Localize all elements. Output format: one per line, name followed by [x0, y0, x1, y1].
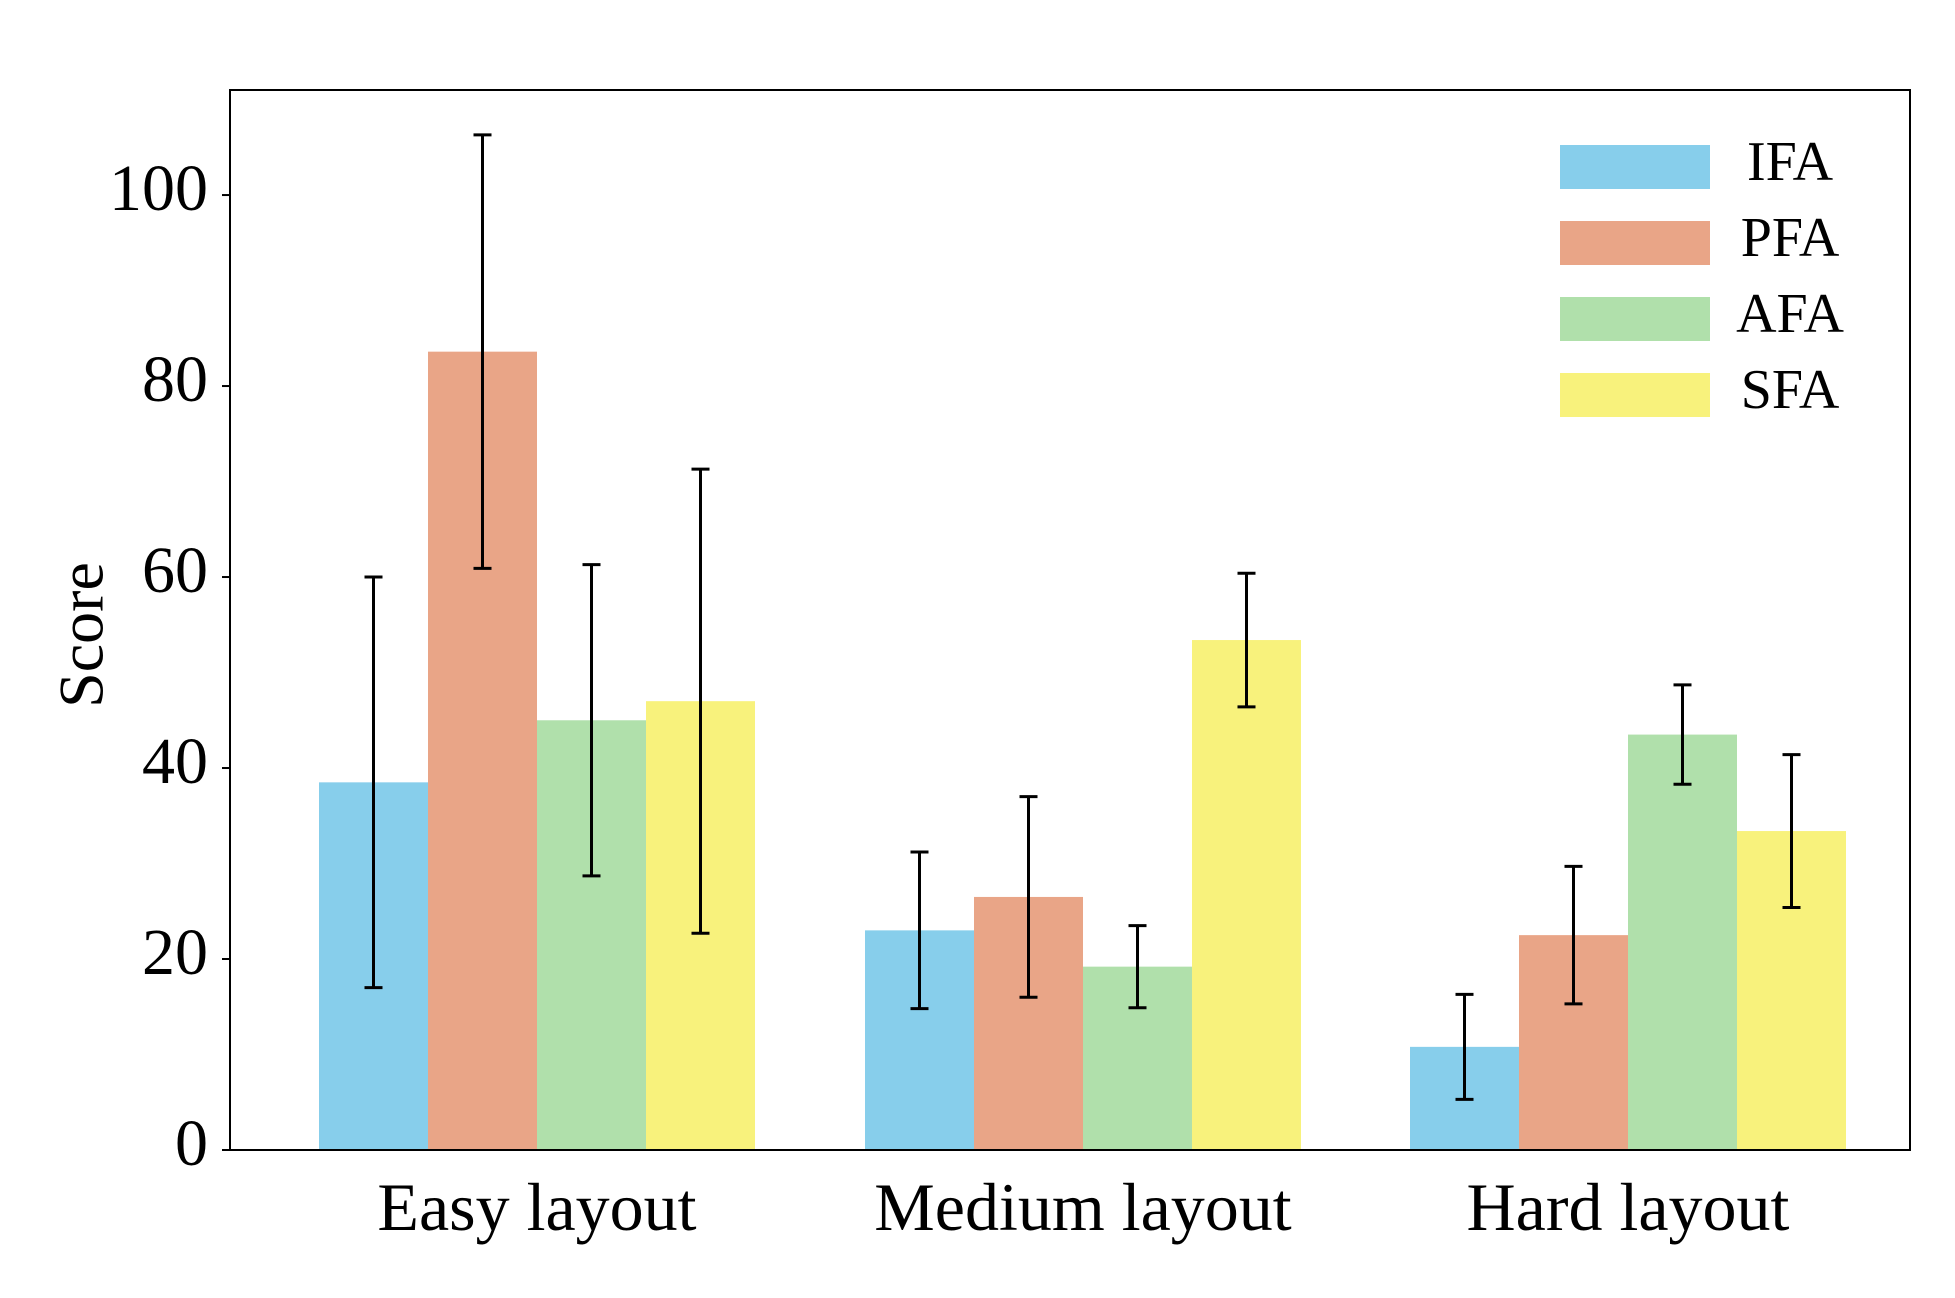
y-tick-label: 0: [175, 1107, 208, 1180]
error-bars-layer: [364, 133, 1801, 1101]
legend-label: SFA: [1741, 359, 1840, 421]
plot-frame: [229, 89, 1911, 1151]
x-axis: Easy layout Medium layout Hard layout: [377, 1169, 1789, 1245]
error-bar-ifa-2: [910, 850, 929, 1011]
legend-item-pfa: PFA: [1560, 207, 1840, 269]
y-tick-label: 20: [142, 916, 208, 989]
legend-label: IFA: [1747, 131, 1834, 193]
error-bar-sfa-3: [1782, 753, 1801, 909]
legend-item-sfa: SFA: [1560, 359, 1840, 421]
legend-swatch: [1560, 297, 1710, 341]
legend-swatch: [1560, 221, 1710, 265]
error-bar-sfa-1: [691, 467, 710, 935]
bar-afa-3: [1628, 734, 1737, 1150]
legend-item-afa: AFA: [1560, 283, 1844, 345]
y-tick-label: 100: [109, 152, 208, 225]
x-category-label: Hard layout: [1467, 1169, 1790, 1245]
y-axis: 0 20 40 60 80 100: [109, 152, 230, 1180]
x-category-label: Medium layout: [874, 1169, 1292, 1245]
y-tick-label: 80: [142, 343, 208, 416]
x-category-label: Easy layout: [377, 1169, 696, 1245]
legend-label: PFA: [1741, 207, 1840, 269]
legend-label: AFA: [1736, 283, 1844, 345]
bars-layer: [319, 351, 1846, 1150]
error-bar-sfa-2: [1237, 571, 1256, 709]
error-bar-ifa-3: [1455, 992, 1474, 1101]
error-bar-ifa-1: [364, 575, 383, 990]
y-tick-label: 60: [142, 534, 208, 607]
error-bar-afa-3: [1673, 683, 1692, 786]
legend-swatch: [1560, 373, 1710, 417]
legend: IFA PFA AFA SFA: [1560, 131, 1844, 421]
error-bar-afa-1: [582, 563, 601, 878]
y-tick-label: 40: [142, 725, 208, 798]
error-bar-pfa-1: [473, 133, 492, 570]
legend-item-ifa: IFA: [1560, 131, 1834, 193]
error-bar-pfa-3: [1564, 864, 1583, 1006]
error-bar-afa-2: [1128, 924, 1147, 1010]
error-bar-pfa-2: [1019, 795, 1038, 999]
bar-sfa-2: [1192, 640, 1301, 1150]
legend-swatch: [1560, 145, 1710, 189]
y-axis-label: Score: [46, 562, 117, 708]
